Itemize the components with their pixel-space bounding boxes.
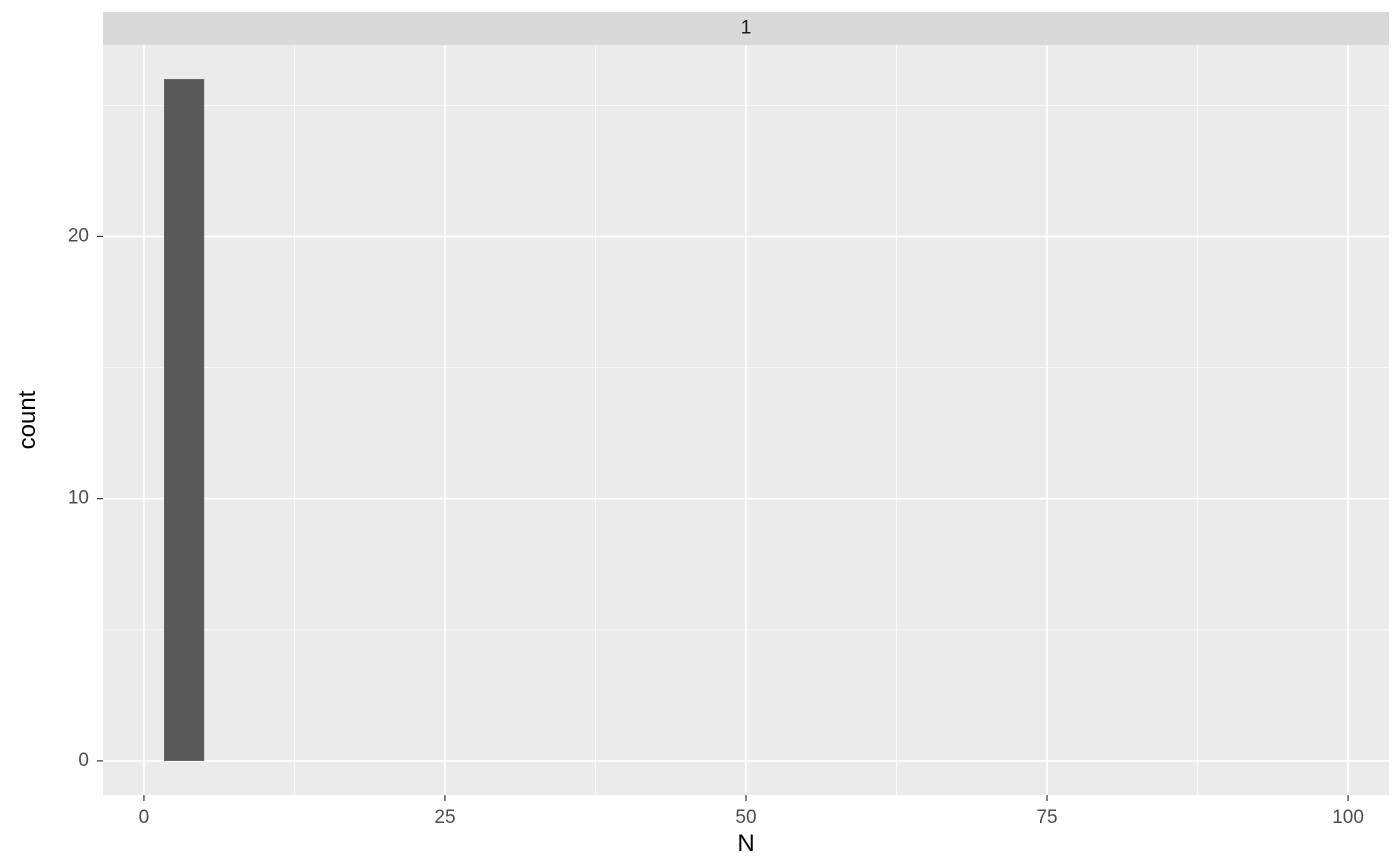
y-tick-label: 20 (68, 225, 89, 246)
y-tick-label: 0 (78, 750, 89, 771)
histogram-bar (164, 79, 204, 761)
x-tick-label: 50 (735, 807, 756, 828)
x-tick-label: 100 (1332, 807, 1364, 828)
y-axis-title: count (14, 390, 41, 449)
x-tick-label: 75 (1036, 807, 1057, 828)
y-tick-label: 10 (68, 488, 89, 509)
facet-strip-label: 1 (741, 18, 752, 39)
x-tick-label: 0 (139, 807, 150, 828)
x-tick-label: 25 (434, 807, 455, 828)
histogram-chart: 1025507510001020Ncount (0, 0, 1400, 865)
x-axis-title: N (737, 830, 754, 857)
chart-svg: 1025507510001020Ncount (0, 0, 1400, 865)
